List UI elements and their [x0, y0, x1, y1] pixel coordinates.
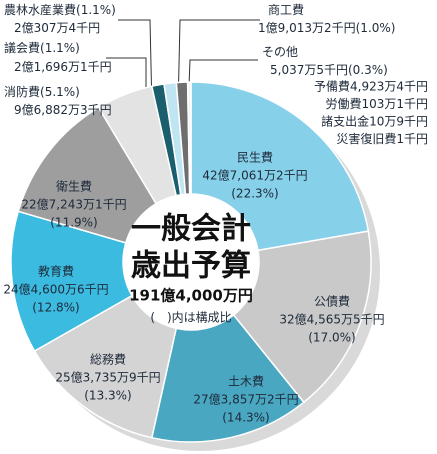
- callout-amount-value: 9億6,882万3千円: [14, 103, 112, 117]
- callout-label: 消防費(5.1%): [4, 84, 80, 99]
- slice-percent: (22.3%): [231, 187, 278, 201]
- callout-percent: (5.1%): [40, 85, 80, 99]
- slice-percent: (13.3%): [84, 389, 131, 403]
- slice-amount: 32億4,565万5千円: [279, 313, 384, 327]
- callout-label: 商工費: [268, 2, 304, 17]
- slice-percent: (11.9%): [50, 216, 97, 230]
- callout-amount-value: 1億9,013万2千円: [258, 21, 356, 35]
- slice-percent: (14.3%): [222, 411, 269, 425]
- callout-name: 議会費: [4, 40, 40, 55]
- slice-name: 総務費: [90, 352, 126, 367]
- donut-hole: [123, 194, 259, 330]
- leader-line: [177, 19, 260, 111]
- callout-amount: 9億6,882万3千円: [14, 103, 112, 117]
- callout-name: その他: [262, 45, 298, 59]
- center-title: 歳出予算: [131, 249, 251, 284]
- callout-amount: 1億9,013万2千円(1.0%): [258, 21, 395, 35]
- callout-amount-value: 5,037万5千円: [270, 63, 348, 77]
- slice-name: 土木費: [228, 374, 264, 389]
- slice-amount: 27億3,857万2千円: [193, 393, 298, 407]
- callout-amount: 2億1,696万1千円: [14, 60, 112, 74]
- slice-amount: 42億7,061万2千円: [202, 169, 307, 183]
- center-note: ( )内は構成比: [150, 311, 231, 325]
- callout-percent: (1.1%): [76, 3, 116, 17]
- callout-amount-value: 2億1,696万1千円: [14, 60, 112, 74]
- callout-name: 商工費: [268, 2, 304, 17]
- callout-percent: (0.3%): [348, 63, 388, 77]
- slice-amount: 25億3,735万9千円: [55, 371, 160, 385]
- center-total: 191億4,000万円: [129, 287, 253, 305]
- slice-name: 民生費: [237, 150, 273, 165]
- other-breakdown: 災害復旧費1千円: [336, 131, 428, 146]
- callout-percent: (1.0%): [356, 21, 396, 35]
- leader-line: [118, 19, 153, 111]
- callout-amount: 5,037万5千円(0.3%): [270, 63, 388, 77]
- slice-name: 公債費: [314, 294, 350, 309]
- callout-label: 農林水産業費(1.1%): [4, 2, 116, 17]
- other-breakdown: 予備費4,923万4千円: [314, 79, 428, 94]
- slice-name: 教育費: [38, 264, 74, 279]
- callout-label: その他: [262, 45, 298, 59]
- center-title: 一般会計: [131, 212, 251, 247]
- slice-percent: (17.0%): [308, 331, 355, 345]
- callout-name: 消防費: [4, 84, 40, 99]
- slice-amount: 24億4,600万6千円: [3, 283, 108, 297]
- slice-amount: 22億7,243万1千円: [21, 198, 126, 212]
- other-breakdown: 労働費103万1千円: [325, 96, 428, 111]
- slice-percent: (12.8%): [32, 301, 79, 315]
- callout-name: 農林水産業費: [4, 2, 76, 17]
- callout-label: 議会費(1.1%): [4, 40, 80, 55]
- callout-amount: 2億307万4千円: [14, 21, 100, 35]
- callout-amount-value: 2億307万4千円: [14, 21, 100, 35]
- callout-percent: (1.1%): [40, 41, 80, 55]
- other-breakdown: 諸支出金10万9千円: [321, 114, 428, 129]
- slice-name: 衛生費: [56, 179, 92, 194]
